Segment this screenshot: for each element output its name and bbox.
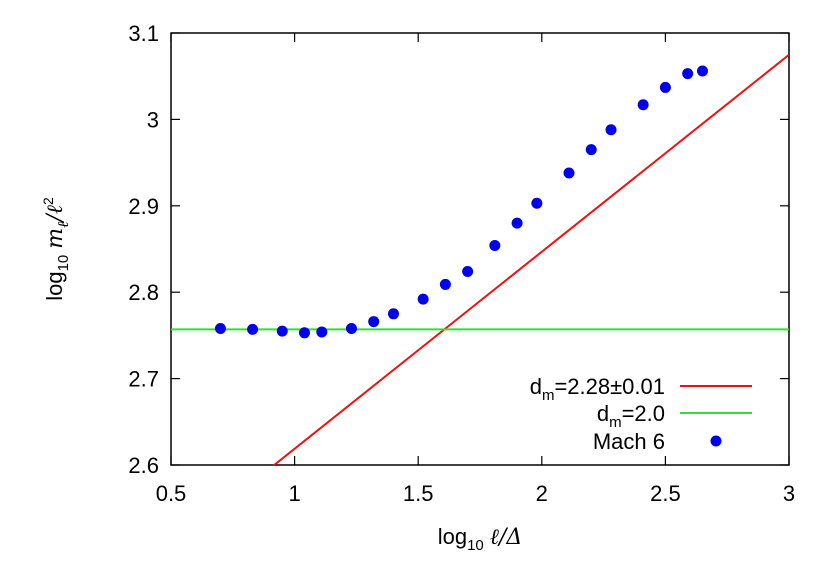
plot-frame [170,32,790,466]
y-axis-label-sup: 2 [40,197,56,205]
y-tick-label: 2.8 [128,280,159,305]
data-point [214,322,226,334]
series-layer [171,53,789,465]
legend-label-flat: dm=2.0 [597,401,665,431]
y-tick-label: 3 [147,107,159,132]
ticks [170,32,790,466]
y-axis-label: log10 mℓ/ℓ2 [40,197,72,301]
x-tick-label: 1 [288,481,300,506]
data-point [489,240,501,252]
data-point [247,323,259,335]
legend: dm=2.28±0.01 dm=2.0 Mach 6 [530,374,752,454]
y-tick-label: 2.7 [128,367,159,392]
y-tick-label: 2.6 [128,453,159,478]
tick-labels: 0.5 1 1.5 2 2.5 3 2.6 2.7 2.8 2.9 3 3.1 [128,21,795,506]
data-point [462,265,474,277]
data-point [387,308,399,320]
data-point [605,124,617,136]
x-axis-label-prefix: log [438,524,467,549]
x-axis-label-math: ℓ/Δ [490,525,522,550]
y-tick-label: 2.9 [128,194,159,219]
y-axis-label-sub: 10 [55,255,72,272]
y-axis-label-m: m [43,228,68,249]
legend-swatch-mach [710,435,722,447]
x-axis-label-sub: 10 [467,537,484,554]
data-point [637,99,649,111]
x-tick-label: 2.5 [650,481,681,506]
data-point [298,327,310,339]
series-line-0 [272,53,789,465]
x-tick-label: 3 [783,481,795,506]
y-tick-label: 3.1 [128,21,159,46]
data-point [345,322,357,334]
x-axis-label: log10 ℓ/Δ [438,524,523,554]
x-tick-label: 2 [536,481,548,506]
data-point [368,316,380,328]
data-point [696,65,708,77]
data-point [682,68,694,80]
data-point [276,325,288,337]
data-point [511,217,523,229]
legend-label-fit: dm=2.28±0.01 [530,374,665,404]
data-point [563,167,575,179]
data-point [659,81,671,93]
y-axis-label-m-sub: ℓ [54,222,72,228]
y-axis-label-prefix: log [42,271,67,300]
y-axis-label-rest: /ℓ [43,204,68,223]
data-point [531,197,543,209]
data-point [439,278,451,290]
legend-label-mach: Mach 6 [593,429,665,454]
x-tick-label: 1.5 [403,481,434,506]
x-tick-label: 0.5 [156,481,187,506]
data-point [316,326,328,338]
data-point [417,293,429,305]
data-point [585,144,597,156]
